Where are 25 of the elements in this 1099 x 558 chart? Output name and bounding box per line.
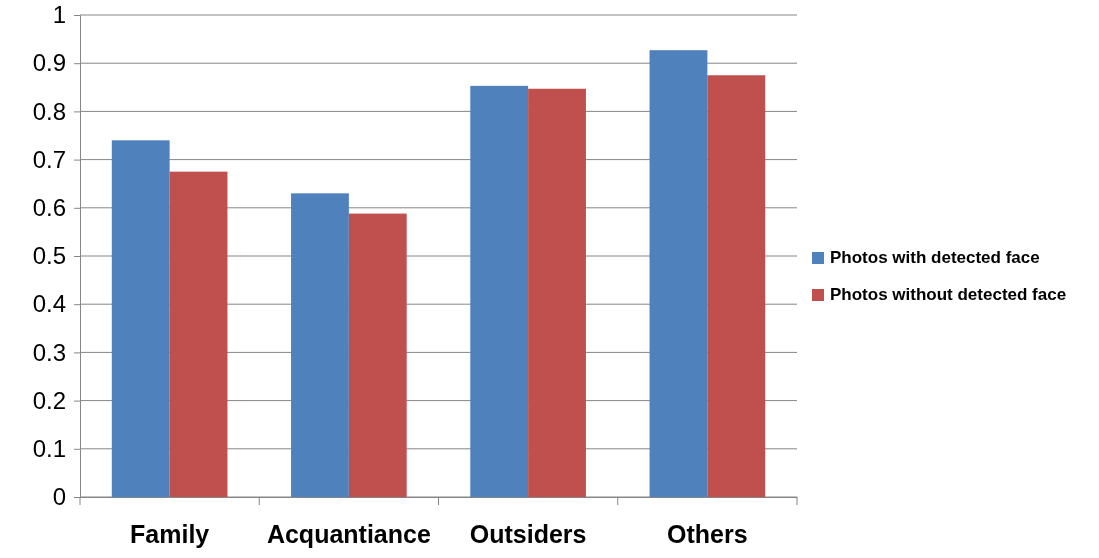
bar [348, 213, 407, 497]
y-tick-label: 0.1 [32, 434, 66, 462]
legend-label: Photos without detected face [830, 285, 1067, 304]
bar [169, 171, 228, 497]
legend-label: Photos with detected face [830, 248, 1040, 267]
y-tick-label: 0.6 [32, 193, 66, 221]
bar [649, 50, 708, 497]
y-tick-label: 0.5 [32, 242, 66, 270]
y-tick-label: 1 [52, 1, 66, 29]
y-tick-label: 0.4 [32, 290, 66, 318]
y-tick-label: 0.3 [32, 338, 66, 366]
x-tick-label: Acquantiance [266, 519, 431, 548]
bar [111, 140, 170, 497]
bar [707, 75, 766, 497]
x-tick-label: Family [130, 519, 210, 548]
x-tick-label: Outsiders [469, 519, 587, 548]
y-tick-label: 0.2 [32, 386, 66, 414]
bar [291, 193, 349, 497]
bar [470, 85, 529, 497]
y-tick-label: 0.7 [32, 145, 66, 173]
y-tick-label: 0 [52, 483, 66, 511]
bar [528, 88, 586, 497]
y-tick-label: 0.9 [32, 49, 66, 77]
y-tick-label: 0.8 [32, 97, 66, 125]
x-tick-label: Others [667, 519, 748, 548]
